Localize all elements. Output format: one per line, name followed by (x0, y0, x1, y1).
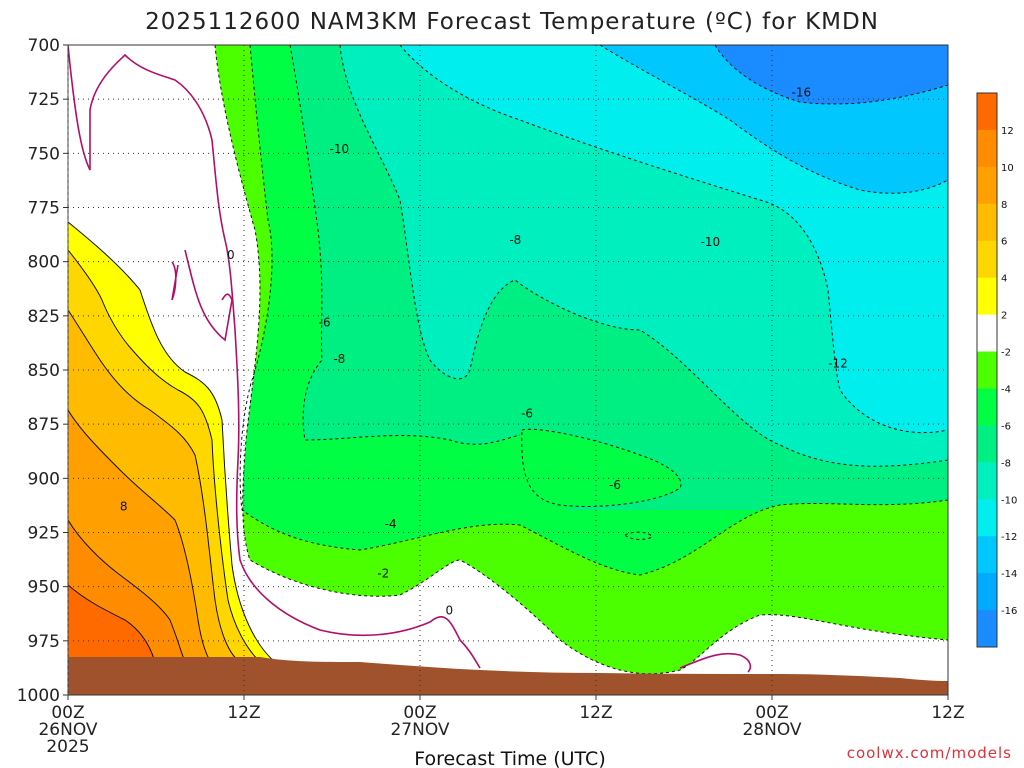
colorbar-label: -4 (1001, 384, 1011, 395)
colorbar-swatch (977, 203, 997, 242)
x-axis-label: Forecast Time (UTC) (414, 748, 605, 768)
colorbar-swatch (977, 610, 997, 648)
colorbar-swatch (977, 573, 997, 611)
x-tick-label: 12Z (227, 703, 260, 723)
y-tick-label: 925 (28, 524, 60, 544)
y-tick-label: 725 (28, 90, 60, 110)
x-tick-label: 12Z (579, 703, 612, 723)
contour-labels: -16 -10 -10 -12 -8 -6 -8 -6 -6 -4 -2 0 0 8 (120, 86, 848, 618)
colorbar-swatch (977, 129, 997, 168)
y-tick-label: 700 (28, 36, 60, 56)
contour-label: -10 (330, 142, 350, 156)
contour-label: -6 (609, 478, 621, 492)
y-tick-label: 975 (28, 632, 60, 652)
y-tick-label: 950 (28, 578, 60, 598)
x-tick-label: 27NOV (390, 720, 449, 740)
credit-text: coolwx.com/models (847, 744, 1012, 762)
colorbar-label: 10 (1001, 163, 1014, 174)
colorbar-label: -14 (1001, 569, 1017, 580)
colorbar-label: 4 (1001, 274, 1007, 285)
colorbar-swatch (977, 462, 997, 500)
x-tick-label: 26NOV (38, 720, 97, 740)
y-tick-label: 800 (28, 253, 60, 273)
x-tick-label: 28NOV (742, 720, 801, 740)
contour-label: -8 (509, 233, 521, 247)
y-tick-label: 900 (28, 469, 60, 489)
contour-label: -6 (319, 315, 331, 329)
contour-lines-negative (214, 45, 948, 675)
colorbar-frame (976, 92, 998, 648)
contour-label: 0 (227, 248, 235, 262)
colorbar-label: 2 (1001, 311, 1007, 322)
contour-label: -2 (377, 567, 389, 581)
y-tick-label: 825 (28, 307, 60, 327)
colorbar-swatch (977, 499, 997, 537)
y-tick-label: 750 (28, 144, 60, 164)
x-tick-label: 00Z (403, 703, 436, 723)
band-minus-16 (715, 45, 948, 105)
colorbar-label: -10 (1001, 495, 1017, 506)
colorbar-swatch (977, 388, 997, 426)
contour-label: -16 (792, 86, 812, 100)
gridlines (68, 45, 948, 695)
terrain (68, 657, 948, 695)
colorbar-label: -8 (1001, 458, 1011, 469)
colorbar-swatch (977, 536, 997, 574)
y-tick-label: 850 (28, 361, 60, 381)
band-plus-12 (68, 585, 155, 662)
colorbar-swatch (977, 277, 997, 316)
contour-label: -12 (828, 357, 848, 371)
x-tick-label: 00Z (51, 703, 84, 723)
x-tick-label: 00Z (755, 703, 788, 723)
colorbar-swatch (977, 314, 997, 353)
colorbar-label: 12 (1001, 126, 1014, 137)
contour-label: 0 (446, 604, 454, 618)
y-tick-label: 875 (28, 415, 60, 435)
colorbar-label: 6 (1001, 237, 1007, 248)
colorbar-swatch (977, 425, 997, 463)
colorbar-label: -2 (1001, 348, 1011, 359)
x-tick-label: 12Z (931, 703, 964, 723)
band-minus-6-inner (521, 429, 681, 507)
x-tick-label: 2025 (46, 737, 89, 757)
y-axis: 700 725 750 775 800 825 850 875 900 925 950 975 1000 (17, 36, 68, 706)
contour-label: 8 (120, 500, 128, 514)
colorbar-swatch (977, 240, 997, 279)
colorbar-label: -16 (1001, 606, 1017, 617)
colorbar-label: -6 (1001, 421, 1011, 432)
contour-label: -8 (333, 352, 345, 366)
contour-lines-positive (68, 221, 276, 663)
colorbar-label: -12 (1001, 532, 1017, 543)
contour-label: -10 (701, 235, 721, 249)
colorbar-swatch (977, 166, 997, 205)
freezing-line (68, 45, 752, 673)
chart-title: 2025112600 NAM3KM Forecast Temperature (… (145, 9, 879, 35)
colorbar-label: 8 (1001, 200, 1007, 211)
colorbar-swatch (977, 93, 997, 131)
contour-label: -4 (385, 517, 397, 531)
contour-label: -6 (521, 406, 533, 420)
colorbar: 12 10 8 6 4 2 -2 -4 -6 -8 -10 -12 -14 -16 (976, 92, 1017, 648)
colorbar-swatch (977, 351, 997, 389)
y-tick-label: 775 (28, 199, 60, 219)
y-tick-label: 1000 (17, 686, 60, 706)
